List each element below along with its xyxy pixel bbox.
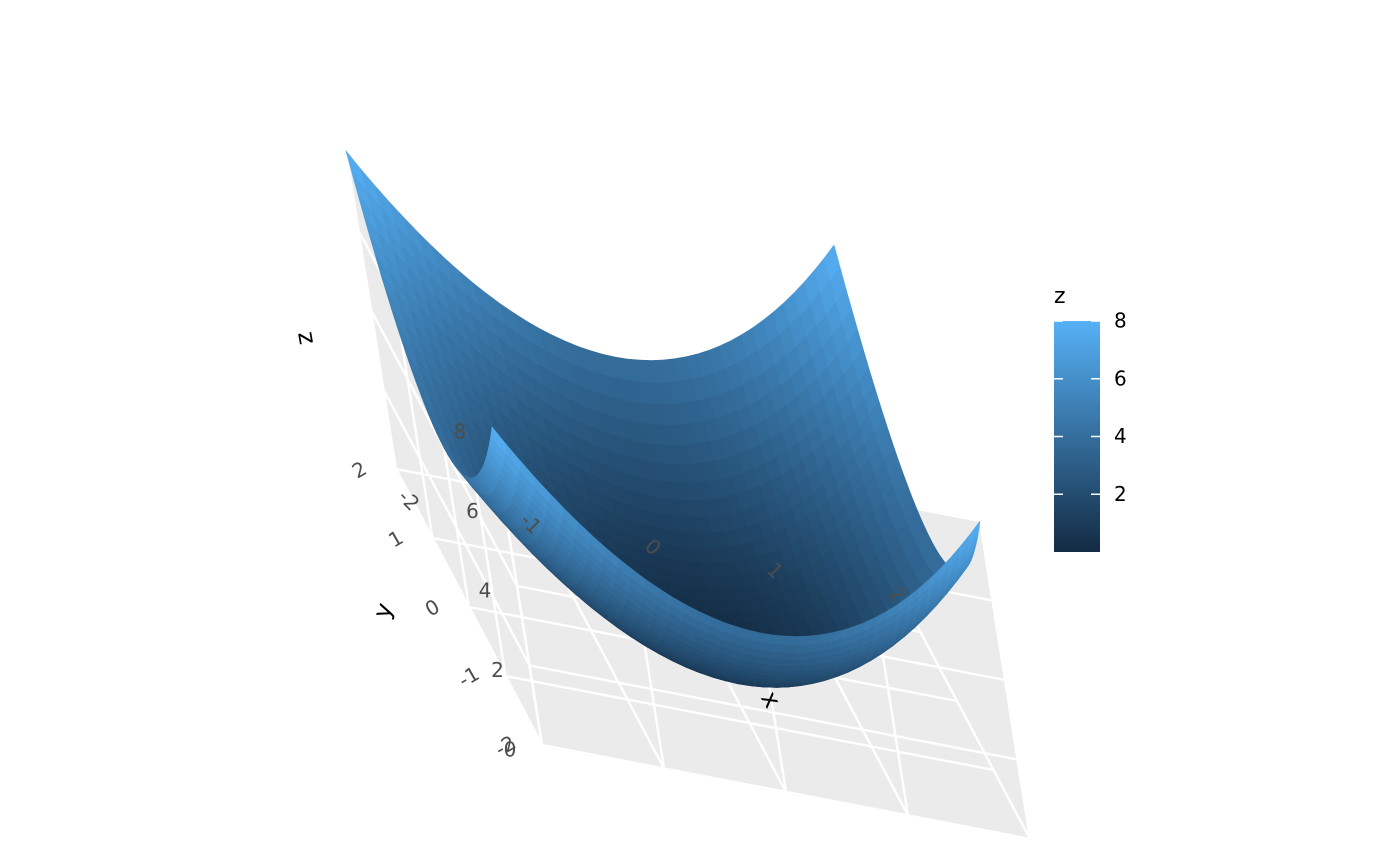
back-wall-gridline-z: [529, 664, 1018, 761]
left-wall-gridline-z: [394, 468, 544, 746]
surface-cell: [770, 643, 785, 653]
surface-cell: [771, 634, 786, 646]
colorbar-legend: z 2 4 6 8: [1054, 284, 1127, 552]
surface-cell: [789, 665, 804, 672]
surface-cell: [792, 652, 807, 661]
surface-cell: [780, 652, 795, 661]
y-tick-label: -1: [454, 661, 483, 692]
surface-mesh: [345, 150, 981, 688]
surface-cell: [794, 644, 808, 654]
surface-cell: [782, 644, 797, 654]
y-tick-label: 0: [421, 594, 444, 621]
y-axis-title: y: [367, 599, 398, 622]
surface-cell: [775, 670, 791, 677]
legend-tick-label: 6: [1114, 366, 1127, 390]
z-tick-label: 6: [466, 499, 479, 523]
z-tick-label: 0: [504, 738, 517, 762]
surface-cell: [968, 520, 981, 544]
legend-tick-label: 8: [1114, 309, 1127, 333]
back-wall-gridline-z: [541, 743, 1031, 841]
left-wall-gridline-z: [382, 388, 531, 667]
surface-cell: [779, 659, 794, 667]
surface-cell: [777, 665, 792, 672]
z-tick-label: 2: [491, 658, 504, 682]
surface-cell: [807, 634, 821, 645]
legend-tick-label: 2: [1114, 482, 1127, 506]
surface-cell: [791, 659, 806, 667]
surface-cell: [783, 635, 798, 646]
surface-cell: [759, 632, 774, 644]
surface-cell: [795, 635, 810, 646]
legend-ticks: 2 4 6 8: [1054, 309, 1127, 506]
y-tick-label: 1: [384, 525, 407, 552]
surface-cell: [818, 632, 833, 644]
y-tick-label: 2: [348, 456, 371, 483]
legend-title: z: [1054, 284, 1066, 309]
floor-gridline-y: [505, 674, 994, 772]
z-tick-label: 8: [454, 420, 467, 444]
z-tick-label: 4: [479, 579, 492, 603]
legend-tick-label: 4: [1114, 424, 1127, 448]
z-axis-title: z: [292, 329, 322, 346]
